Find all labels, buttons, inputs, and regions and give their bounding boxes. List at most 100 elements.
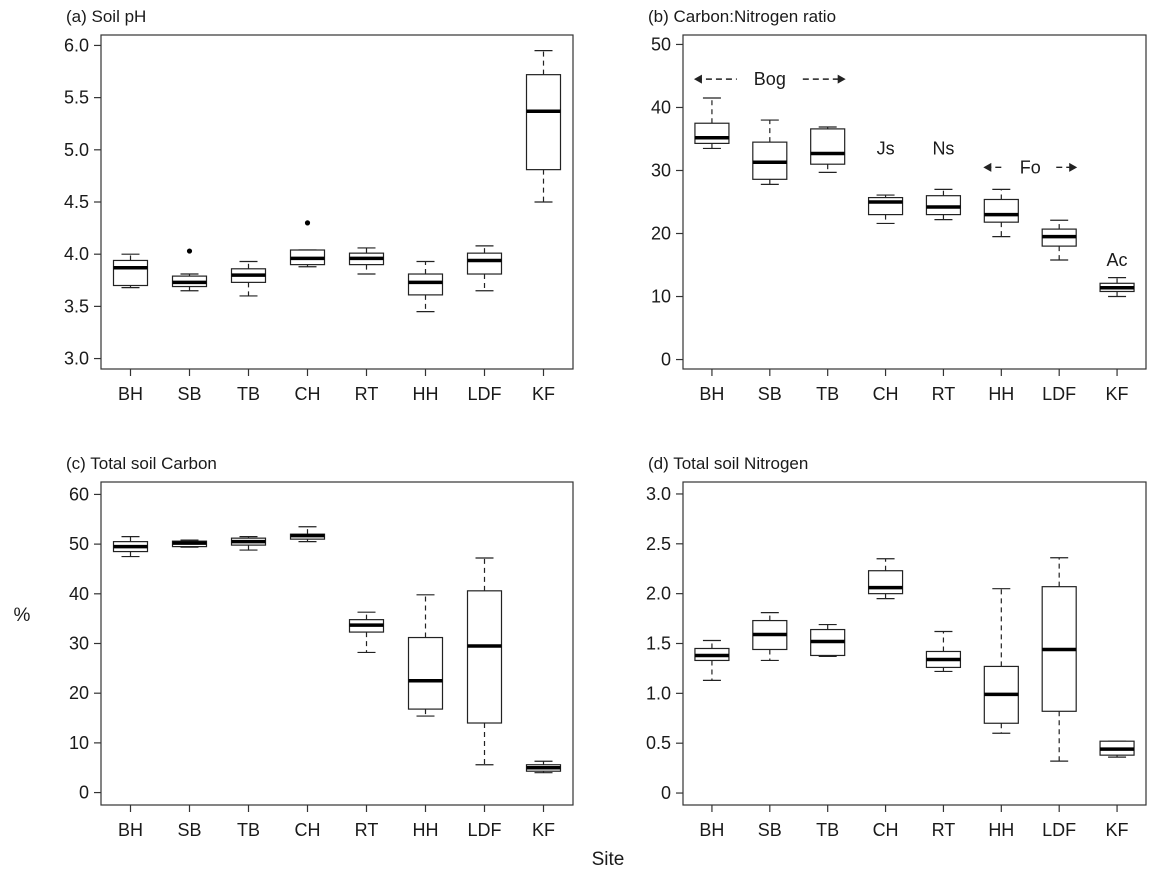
soil-carbon-xtick-label: BH <box>118 820 143 840</box>
soil-nitrogen-xtick-label: KF <box>1106 820 1129 840</box>
soil-carbon-title: (c) Total soil Carbon <box>66 454 217 473</box>
soil-carbon-xtick-label: RT <box>355 820 379 840</box>
soil-ph-xtick-label: CH <box>295 384 321 404</box>
interquartile-box <box>983 198 1019 223</box>
soil-nitrogen-xtick-label: HH <box>988 820 1014 840</box>
soil-carbon-ytick-label: 60 <box>69 484 89 504</box>
soil-ph-box-sb <box>171 248 208 292</box>
interquartile-box <box>867 570 904 595</box>
cn-ratio-xtick-label: SB <box>758 384 782 404</box>
soil-carbon-xtick-label: CH <box>295 820 321 840</box>
arrow-right-icon <box>837 74 846 84</box>
cn-ratio-box-kf <box>1099 277 1135 298</box>
soil-ph-ytick-label: 5.5 <box>64 88 89 108</box>
soil-carbon-ytick-label: 10 <box>69 733 89 753</box>
soil-carbon-box-rt <box>348 611 385 654</box>
interquartile-box <box>867 196 904 216</box>
outlier-point <box>186 248 193 254</box>
cn-ratio-panel: (b) Carbon:Nitrogen ratio 0 10 20 30 40 50 BH SB… <box>648 7 1147 404</box>
soil-ph-xtick-label: LDF <box>467 384 501 404</box>
interquartile-box <box>407 636 444 710</box>
arrow-left-icon <box>693 74 702 84</box>
soil-ph-box-rt <box>348 247 385 275</box>
cn-ratio-title: (b) Carbon:Nitrogen ratio <box>648 7 836 26</box>
cn-ratio-ytick-label: 50 <box>651 34 671 54</box>
arrow-right-icon <box>1069 162 1078 172</box>
soil-ph-frame <box>100 34 574 370</box>
soil-carbon-box-bh <box>112 536 149 558</box>
soil-carbon-box-hh <box>407 594 444 717</box>
soil-carbon-ytick-label: 40 <box>69 584 89 604</box>
annotation-label: Bog <box>754 69 786 89</box>
cn-ratio-box-ch <box>867 194 904 225</box>
cn-ratio-group-annotation: Fo <box>983 157 1078 177</box>
soil-nitrogen-ytick-label: 0.5 <box>646 733 671 753</box>
soil-carbon-ytick-label: 50 <box>69 534 89 554</box>
cn-ratio-box-tb <box>810 126 846 173</box>
soil-ph-ytick-label: 3.5 <box>64 296 89 316</box>
soil-nitrogen-box-kf <box>1099 740 1135 758</box>
interquartile-box <box>810 128 846 165</box>
arrow-left-icon <box>983 162 992 172</box>
soil-carbon-box-tb <box>230 536 267 551</box>
cn-ratio-xtick-label: BH <box>699 384 724 404</box>
cn-ratio-xtick-label: RT <box>932 384 956 404</box>
interquartile-box <box>112 259 149 287</box>
soil-nitrogen-ytick-label: 2.5 <box>646 534 671 554</box>
soil-carbon-ytick-label: 20 <box>69 683 89 703</box>
soil-carbon-box-ldf <box>466 557 503 766</box>
soil-nitrogen-title: (d) Total soil Nitrogen <box>648 454 808 473</box>
cn-ratio-xtick-label: TB <box>816 384 839 404</box>
soil-ph-box-kf <box>525 50 562 203</box>
cn-ratio-ytick-label: 20 <box>651 224 671 244</box>
interquartile-box <box>466 252 503 275</box>
soil-carbon-ytick-label: 30 <box>69 634 89 654</box>
shared-y-axis-label: % <box>14 605 31 626</box>
outlier-point <box>304 220 311 226</box>
soil-nitrogen-xtick-label: CH <box>873 820 899 840</box>
soil-nitrogen-box-bh <box>694 639 730 681</box>
cn-ratio-xtick-label: LDF <box>1042 384 1076 404</box>
annotation-label: Fo <box>1020 157 1041 177</box>
soil-nitrogen-ytick-label: 1.0 <box>646 683 671 703</box>
soil-nitrogen-box-hh <box>983 588 1019 734</box>
cn-ratio-ytick-label: 30 <box>651 160 671 180</box>
interquartile-box <box>694 122 730 144</box>
soil-ph-xtick-label: BH <box>118 384 143 404</box>
interquartile-box <box>466 590 503 724</box>
soil-carbon-panel: (c) Total soil Carbon 0 10 20 30 40 50 60 BH SB TB… <box>66 454 574 840</box>
cn-ratio-box-hh <box>983 188 1019 238</box>
cn-ratio-box-bh <box>694 97 730 150</box>
soil-nitrogen-ytick-label: 2.0 <box>646 584 671 604</box>
cn-ratio-ytick-label: 0 <box>661 350 671 370</box>
cn-ratio-group-label: Ns <box>932 138 954 158</box>
cn-ratio-box-ldf <box>1041 219 1077 261</box>
soil-carbon-ytick-label: 0 <box>79 783 89 803</box>
cn-ratio-ytick-label: 40 <box>651 97 671 117</box>
cn-ratio-group-label: Ac <box>1107 250 1128 270</box>
soil-ph-box-ch <box>289 220 326 268</box>
soil-nitrogen-ytick-label: 3.0 <box>646 484 671 504</box>
soil-nitrogen-panel: (d) Total soil Nitrogen 0 0.5 1.0 1.5 2.0 2.5 3… <box>646 454 1147 840</box>
soil-ph-ytick-label: 5.0 <box>64 140 89 160</box>
soil-nitrogen-ytick-label: 1.5 <box>646 634 671 654</box>
soil-carbon-xtick-label: HH <box>413 820 439 840</box>
soil-ph-panel: (a) Soil pH 3.0 3.5 4.0 4.5 5.0 5.5 6.0 BH SB TB CH… <box>64 7 574 404</box>
soil-ph-title: (a) Soil pH <box>66 7 146 26</box>
soil-nitrogen-box-tb <box>810 623 846 658</box>
soil-ph-xtick-label: RT <box>355 384 379 404</box>
soil-ph-xtick-label: KF <box>532 384 555 404</box>
soil-ph-ytick-label: 3.0 <box>64 349 89 369</box>
soil-carbon-frame <box>100 481 574 806</box>
soil-carbon-xtick-label: LDF <box>467 820 501 840</box>
cn-ratio-frame <box>682 34 1147 370</box>
soil-nitrogen-box-ldf <box>1041 557 1077 762</box>
soil-nitrogen-box-ch <box>867 558 904 600</box>
soil-ph-xtick-label: TB <box>237 384 260 404</box>
cn-ratio-xtick-label: CH <box>873 384 899 404</box>
soil-ph-box-ldf <box>466 245 503 292</box>
soil-ph-ytick-label: 4.5 <box>64 192 89 212</box>
soil-ph-xtick-label: SB <box>177 384 201 404</box>
soil-nitrogen-xtick-label: LDF <box>1042 820 1076 840</box>
